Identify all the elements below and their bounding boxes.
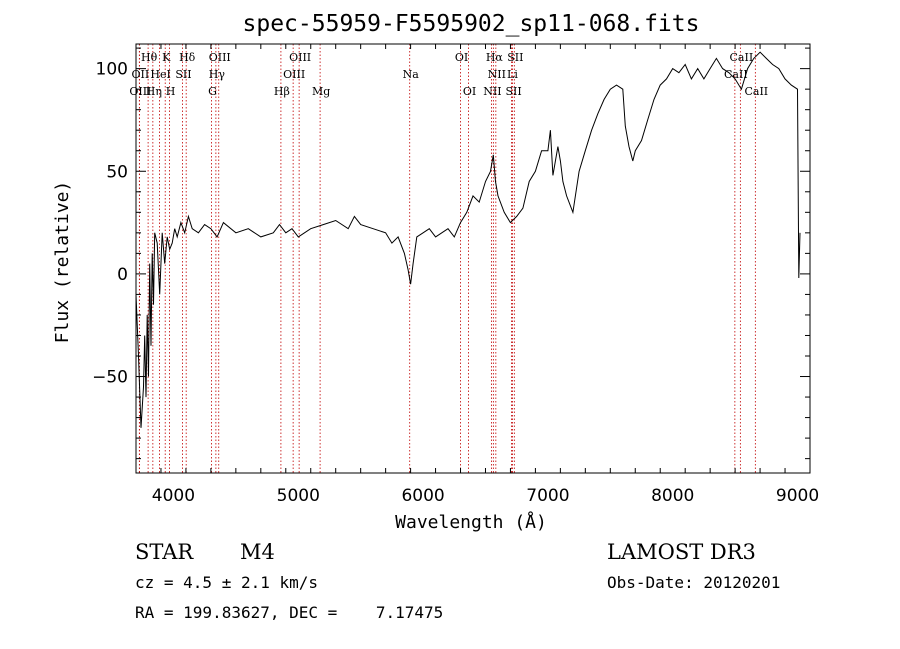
marker-label: SII xyxy=(505,85,521,98)
survey-name: LAMOST DR3 xyxy=(607,540,756,564)
x-axis-label: Wavelength (Å) xyxy=(395,511,547,533)
x-tick-label: 5000 xyxy=(277,486,320,506)
marker-label: OI xyxy=(463,85,476,98)
marker-label: H xyxy=(166,85,176,98)
marker-label: OI xyxy=(455,51,468,64)
marker-label: Hδ xyxy=(179,51,196,64)
x-tick-label: 8000 xyxy=(651,486,694,506)
chart-title: spec-55959-F5595902_sp11-068.fits xyxy=(243,11,700,37)
marker-label: NII xyxy=(488,68,506,81)
marker-label: CaII xyxy=(744,85,768,98)
marker-label: OIII xyxy=(129,85,151,98)
y-axis-label: Flux (relative) xyxy=(52,181,73,344)
marker-label: CaII xyxy=(730,51,754,64)
marker-label: HeI xyxy=(150,68,170,81)
marker-label: K xyxy=(162,51,171,64)
marker-label: OIII xyxy=(289,51,311,64)
plot-frame xyxy=(135,43,811,474)
y-tick-label: 100 xyxy=(96,60,128,80)
y-tick-label: 0 xyxy=(117,265,128,285)
marker-label: Hθ xyxy=(141,51,158,64)
marker-label: Hη xyxy=(146,85,162,98)
observation-date: Obs-Date: 20120201 xyxy=(607,573,781,592)
marker-label: NII xyxy=(483,85,501,98)
object-class: STAR xyxy=(135,540,194,564)
marker-label: SII xyxy=(507,51,523,64)
x-tick-label: 7000 xyxy=(526,486,569,506)
object-subclass: M4 xyxy=(240,540,275,564)
marker-label: CaII xyxy=(724,68,748,81)
marker-label: OIII xyxy=(283,68,305,81)
marker-label: OIII xyxy=(209,51,231,64)
marker-label: Li xyxy=(507,68,518,81)
marker-label: SII xyxy=(175,68,191,81)
coordinates: RA = 199.83627, DEC = 7.17475 xyxy=(135,603,444,622)
x-tick-label: 4000 xyxy=(152,486,195,506)
y-tick-label: 50 xyxy=(106,162,128,182)
redshift-cz: cz = 4.5 ± 2.1 km/s xyxy=(135,573,319,592)
flux-series-line xyxy=(135,51,801,428)
x-tick-label: 9000 xyxy=(776,486,819,506)
marker-label: OII xyxy=(132,68,150,81)
y-tick-label: −50 xyxy=(92,368,128,388)
marker-label: Hβ xyxy=(274,85,290,98)
marker-label: Hα xyxy=(486,51,504,64)
x-tick-label: 6000 xyxy=(401,486,444,506)
marker-label: G xyxy=(208,85,217,98)
marker-label: Na xyxy=(403,68,420,81)
marker-label: Mg xyxy=(312,85,330,98)
marker-label: Hγ xyxy=(209,68,226,81)
